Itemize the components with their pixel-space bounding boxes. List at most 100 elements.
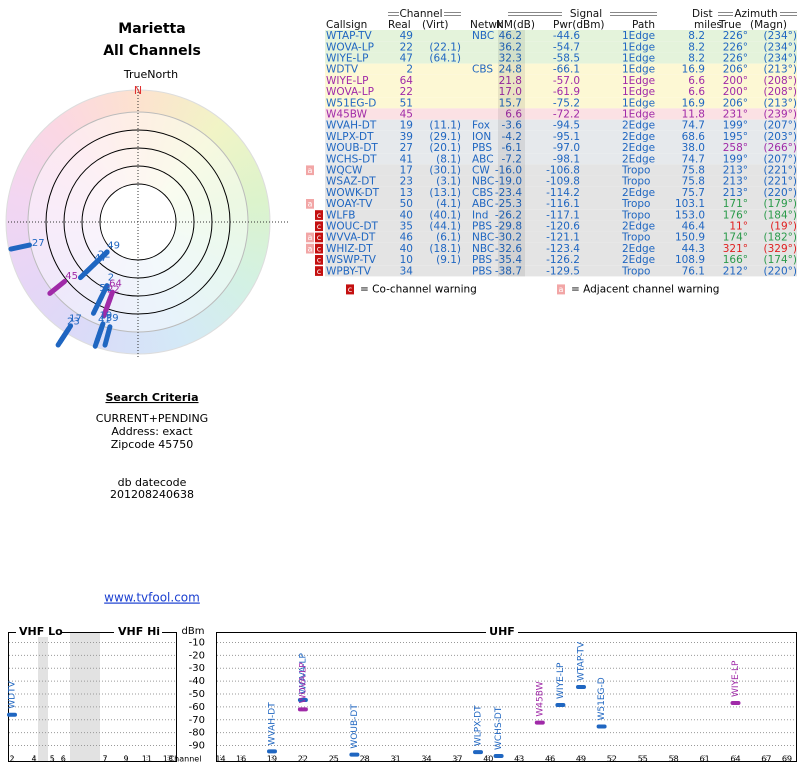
x-tick-label: 14 <box>215 755 225 764</box>
cell: -75.2 <box>553 97 580 109</box>
x-tick-label: 19 <box>267 755 277 764</box>
column-header: Callsign <box>326 19 367 31</box>
row-background <box>325 164 797 176</box>
cell: Tropo <box>621 265 650 277</box>
cell: -30.2 <box>495 232 522 244</box>
legend-mark: c <box>348 285 352 294</box>
cell: (9.1) <box>436 254 461 266</box>
row-background <box>325 108 797 120</box>
x-tick-label: 7 <box>102 755 107 764</box>
station-bar <box>102 324 113 348</box>
cell: ABC <box>472 198 494 210</box>
row-background <box>325 198 797 210</box>
cell: WIYE-LP <box>326 53 369 65</box>
nm-column-shade <box>498 30 525 277</box>
group-header: Azimuth <box>734 8 777 20</box>
label-bg <box>486 627 518 637</box>
cell: (213°) <box>764 97 797 109</box>
cell: -54.7 <box>553 41 580 53</box>
cell: (44.1) <box>429 221 461 233</box>
row-background <box>325 41 797 53</box>
cell: 2Edge <box>622 243 655 255</box>
site-link[interactable]: www.tvfool.com <box>104 591 200 605</box>
cell: 1Edge <box>622 41 655 53</box>
row-background <box>325 63 797 75</box>
x-tick-label: 61 <box>700 755 710 764</box>
cell: W51EG-D <box>326 97 376 109</box>
cell: WSWP-TV <box>326 254 377 266</box>
cell: -4.2 <box>502 131 523 143</box>
cell: (208°) <box>764 86 797 98</box>
signal-mark <box>473 750 483 755</box>
cell: 226° <box>723 53 748 65</box>
cell: 11.8 <box>682 109 705 121</box>
signal-mark <box>297 698 308 703</box>
station-bar <box>77 261 97 281</box>
station-label: 2 <box>108 273 114 284</box>
co-channel-warning <box>315 232 323 243</box>
cell: WLFB <box>326 209 355 221</box>
cell: 41 <box>400 153 413 165</box>
cell: 2 <box>406 64 413 76</box>
x-tick-label: 49 <box>576 755 586 764</box>
y-tick-label: -10 <box>189 637 205 648</box>
cell: PBS <box>472 142 492 154</box>
cell: CW <box>472 165 490 177</box>
row-background <box>325 130 797 142</box>
cell: 22 <box>400 41 413 53</box>
cell: 32.3 <box>499 53 522 65</box>
cell: 13 <box>400 187 413 199</box>
x-tick-label: 52 <box>607 755 617 764</box>
column-header: (Virt) <box>422 19 449 31</box>
station-label: 64 <box>109 279 122 290</box>
cell: 6.6 <box>688 86 705 98</box>
cell: 38.0 <box>682 142 705 154</box>
cell: 11° <box>729 221 748 233</box>
cell: -32.6 <box>495 243 522 255</box>
cell: 40 <box>400 243 413 255</box>
station-label: W51EG-D <box>597 677 607 720</box>
cell: NBC <box>472 243 494 255</box>
cell: -97.0 <box>553 142 580 154</box>
cell: -25.3 <box>495 198 522 210</box>
cell: 23 <box>400 176 413 188</box>
co-channel-warning <box>315 210 323 220</box>
cell: (213°) <box>764 64 797 76</box>
column-header: (Magn) <box>750 19 787 31</box>
cell: WIYE-LP <box>326 75 369 87</box>
cell: (208°) <box>764 75 797 87</box>
cell: (174°) <box>764 254 797 266</box>
row-background <box>325 265 797 277</box>
x-tick-label: 13 <box>163 755 173 764</box>
subtitle: All Channels <box>103 43 201 59</box>
station-label: 39 <box>106 313 119 324</box>
column-header: Pwr(dBm) <box>553 19 605 31</box>
cell: 321° <box>723 243 748 255</box>
cell: 46 <box>400 232 414 244</box>
cell: 195° <box>723 131 748 143</box>
cell: 21.8 <box>499 75 522 87</box>
cell: WOVA-LP <box>326 86 374 98</box>
cell: -6.1 <box>502 142 523 154</box>
cell: (220°) <box>764 187 797 199</box>
station-bar <box>92 325 104 349</box>
cell: 46.4 <box>682 221 706 233</box>
cell: 74.7 <box>682 120 705 132</box>
y-tick-label: -20 <box>189 650 205 661</box>
datecode-label: db datecode <box>118 476 187 489</box>
x-tick-label: 11 <box>142 755 152 764</box>
cell: -61.9 <box>553 86 580 98</box>
vhf-box <box>8 632 177 762</box>
cell: -98.1 <box>553 153 580 165</box>
header-rule <box>388 12 461 16</box>
cell: -94.5 <box>553 120 580 132</box>
cell: NBC <box>472 232 494 244</box>
column-header: True <box>718 19 741 31</box>
cell: -123.4 <box>546 243 580 255</box>
cell: 1Edge <box>622 109 655 121</box>
cell: Fox <box>472 120 490 132</box>
cell: 2Edge <box>622 221 655 233</box>
co-channel-warning <box>315 243 323 254</box>
